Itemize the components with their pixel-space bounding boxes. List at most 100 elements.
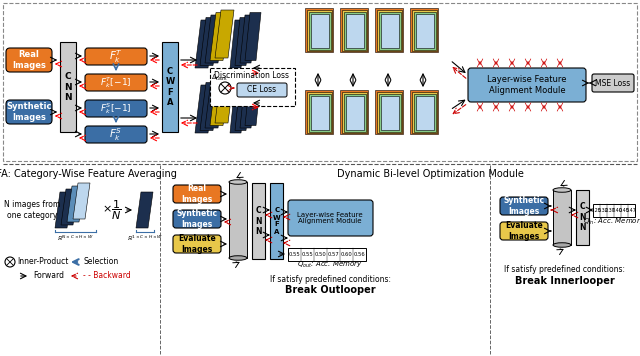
FancyBboxPatch shape [237,83,287,97]
Circle shape [219,82,231,94]
Bar [346,14,364,48]
Text: Selection: Selection [83,257,118,267]
Bar [229,182,247,258]
Bar [379,12,401,49]
Text: C
W
F
A: C W F A [273,208,281,235]
Text: CE Loss: CE Loss [248,85,276,94]
Text: Inner-Product: Inner-Product [17,257,68,267]
Text: 0.40: 0.40 [612,208,623,213]
Polygon shape [245,78,261,126]
FancyBboxPatch shape [500,197,548,215]
Polygon shape [245,12,261,61]
Text: 0.60: 0.60 [340,252,353,257]
Bar [379,94,401,132]
Bar [381,96,399,130]
Text: $\mathbb{R}^{N\times C\times H\times W}$: $\mathbb{R}^{N\times C\times H\times W}$ [57,233,94,243]
Text: Synthetic
Images: Synthetic Images [504,196,545,216]
Text: C
W
F
A: C W F A [165,67,175,107]
Ellipse shape [553,243,571,247]
FancyBboxPatch shape [592,74,634,92]
Text: 0.45: 0.45 [619,208,630,213]
Text: 0.56: 0.56 [354,252,365,257]
Text: C
N
N: C N N [64,72,72,102]
Bar [3,3,637,161]
Bar [311,96,330,130]
Text: 0.55: 0.55 [289,252,300,257]
Bar [412,92,437,133]
Bar [60,42,76,132]
Bar [342,92,367,133]
Text: If satisfy predefined conditions:: If satisfy predefined conditions: [269,274,390,283]
FancyBboxPatch shape [85,74,147,91]
Text: If satisfy predefined conditions:: If satisfy predefined conditions: [504,266,625,274]
Text: 0.47: 0.47 [626,208,637,213]
Bar [162,42,178,132]
Polygon shape [205,80,224,128]
Bar [375,8,403,52]
Bar [344,12,365,49]
Bar [410,8,438,52]
Polygon shape [230,20,246,68]
Ellipse shape [553,188,571,192]
Polygon shape [215,75,234,123]
Text: Forward: Forward [33,272,64,281]
Bar [416,14,435,48]
Bar [553,190,571,245]
Circle shape [5,257,15,267]
Bar [342,10,367,51]
Ellipse shape [229,256,247,260]
Text: Layer-wise Feature
Alignment Module: Layer-wise Feature Alignment Module [297,211,363,225]
Text: $F_k^T[-1]$: $F_k^T[-1]$ [100,75,132,90]
Polygon shape [195,20,214,68]
Bar [346,96,364,130]
Text: Evaluate
Images: Evaluate Images [178,234,216,254]
Text: Real
Images: Real Images [181,184,212,204]
Bar [593,204,635,217]
Text: $\Delta_{task}$: $\Delta_{task}$ [211,73,228,83]
Text: $F_k^S$: $F_k^S$ [109,126,122,143]
Bar [377,92,402,133]
FancyBboxPatch shape [173,185,221,203]
Text: 0.37: 0.37 [605,208,616,213]
Polygon shape [235,17,251,66]
Polygon shape [61,189,78,225]
FancyBboxPatch shape [288,200,373,236]
Text: Real
Images: Real Images [12,50,46,70]
Polygon shape [210,78,229,126]
Text: Layer-wise Feature
Alignment Module: Layer-wise Feature Alignment Module [487,75,567,95]
Text: Evaluate
Images: Evaluate Images [505,221,543,241]
Text: MSE Loss: MSE Loss [595,79,630,88]
FancyBboxPatch shape [6,100,52,124]
Text: - - Backward: - - Backward [83,272,131,281]
Text: Break Innerlooper: Break Innerlooper [515,276,615,286]
Bar [270,183,283,259]
Bar [344,94,365,132]
Text: $Q_{out}$: Acc. Memory: $Q_{out}$: Acc. Memory [297,260,363,270]
FancyBboxPatch shape [85,100,147,117]
Polygon shape [67,186,84,222]
FancyBboxPatch shape [85,48,147,65]
FancyBboxPatch shape [173,235,221,253]
Text: Break Outlooper: Break Outlooper [285,285,375,295]
Polygon shape [55,192,72,228]
Bar [210,68,295,106]
Text: CWFA: Category-Wise Feature Averaging: CWFA: Category-Wise Feature Averaging [0,169,177,179]
Polygon shape [200,83,219,131]
Text: $F_k^S[-1]$: $F_k^S[-1]$ [100,101,132,116]
Polygon shape [136,192,153,228]
Bar [288,248,366,261]
Ellipse shape [229,180,247,184]
Text: 0.50: 0.50 [315,252,326,257]
Bar [414,12,436,49]
Text: 0.55: 0.55 [301,252,314,257]
Bar [414,94,436,132]
Bar [307,10,332,51]
FancyBboxPatch shape [173,210,221,228]
FancyBboxPatch shape [6,48,52,72]
Polygon shape [240,80,256,128]
FancyBboxPatch shape [500,222,548,240]
Bar [381,14,399,48]
Bar [311,14,330,48]
Polygon shape [195,85,214,133]
Text: $\times\dfrac{1}{N}$: $\times\dfrac{1}{N}$ [102,198,122,222]
